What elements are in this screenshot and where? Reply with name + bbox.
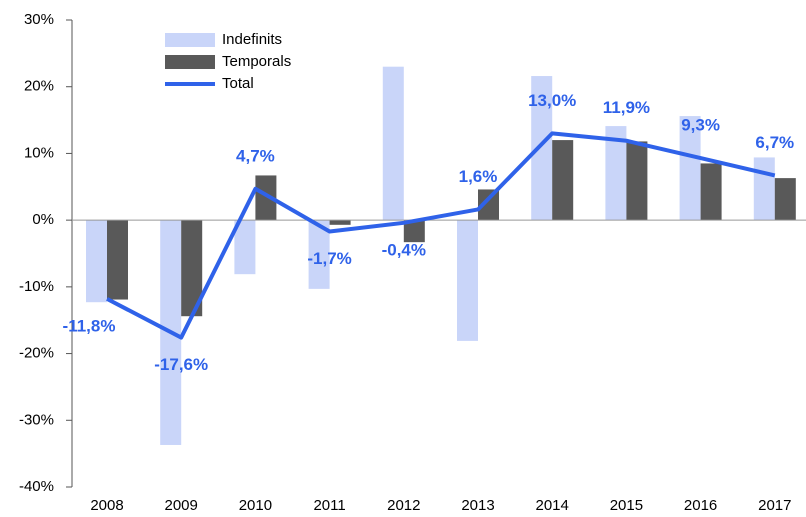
legend-swatch (165, 55, 215, 69)
data-label: -17,6% (154, 355, 208, 374)
data-label: -1,7% (307, 249, 351, 268)
x-tick-label: 2010 (239, 497, 272, 514)
bar (774, 178, 796, 221)
bar (329, 220, 351, 225)
bar (181, 220, 203, 317)
bar (308, 220, 330, 289)
data-label: -11,8% (63, 316, 116, 335)
y-tick-label: 30% (24, 11, 54, 28)
y-tick-label: 10% (24, 144, 54, 161)
data-label: 4,7% (236, 146, 275, 165)
bar (86, 220, 107, 303)
x-tick-label: 2008 (90, 497, 123, 514)
bar (234, 220, 256, 275)
data-label: 13,0% (528, 91, 576, 110)
line (106, 131, 776, 340)
y-tick-label: 20% (24, 78, 54, 95)
bar (531, 76, 553, 221)
bar (255, 175, 277, 221)
data-label: -0,4% (382, 240, 426, 259)
x-tick-label: 2013 (461, 497, 494, 514)
bar (700, 163, 722, 221)
x-tick-label: 2012 (387, 497, 420, 514)
data-label: 9,3% (681, 116, 720, 135)
bar (626, 141, 648, 221)
x-tick-label: 2015 (610, 497, 643, 514)
y-tick-label: -40% (19, 478, 54, 495)
data-label: 6,7% (755, 133, 794, 152)
bar (753, 157, 775, 221)
legend-label: Indefinits (222, 31, 282, 48)
x-tick-label: 2016 (684, 497, 717, 514)
x-tick-label: 2014 (536, 497, 569, 514)
bar (552, 140, 574, 221)
bar (457, 220, 478, 341)
bar (679, 116, 701, 221)
bar (605, 126, 627, 221)
x-tick-label: 2011 (313, 497, 345, 514)
x-tick-label: 2009 (165, 497, 198, 514)
x-tick-label: 2017 (758, 497, 791, 514)
legend-label: Total (222, 75, 254, 92)
bar (478, 189, 499, 221)
data-label: 11,9% (603, 98, 650, 117)
legend-swatch (165, 33, 215, 47)
y-tick-label: -10% (19, 278, 54, 295)
legend-label: Temporals (222, 53, 291, 70)
y-tick-label: -30% (19, 411, 54, 428)
y-tick-label: 0% (32, 211, 54, 228)
bar (107, 220, 128, 300)
bar (403, 220, 425, 243)
data-label: 1,6% (459, 167, 498, 186)
bar (382, 66, 404, 221)
y-tick-label: -20% (19, 345, 54, 362)
